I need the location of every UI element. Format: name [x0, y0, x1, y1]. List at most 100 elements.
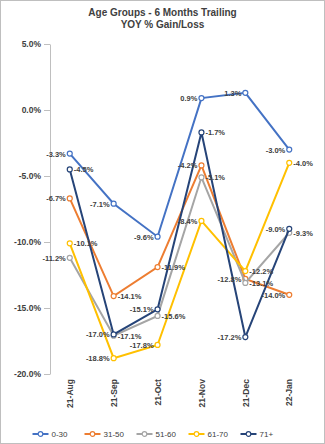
y-tick-label: 0.0% [22, 105, 42, 115]
series-marker [155, 307, 160, 312]
series-line [70, 163, 289, 358]
x-tick: 21-Sep [109, 374, 119, 407]
legend-label: 0-30 [52, 430, 69, 439]
data-label: -9.3% [293, 229, 313, 238]
series-marker [199, 96, 204, 101]
x-tick-label: 21-Oct [153, 379, 163, 406]
data-label: 0.9% [180, 94, 197, 103]
legend-item: 0-30 [33, 430, 69, 439]
series-marker [67, 196, 72, 201]
x-tick: 21-Nov [197, 374, 207, 407]
data-label: -1.7% [205, 128, 225, 137]
data-label: -6.7% [46, 194, 66, 203]
series-marker [155, 342, 160, 347]
data-label: -5.1% [205, 173, 225, 182]
y-tick-label: -15.0% [14, 303, 41, 313]
series-marker [111, 356, 116, 361]
legend: 0-30 31-50 51-60 61-70 71+ [33, 430, 274, 439]
data-label: -12.8% [218, 275, 242, 284]
y-axis: 5.0%0.0%-5.0%-10.0%-15.0%-20.0% [14, 39, 50, 379]
legend-item: 61-70 [189, 430, 229, 439]
chart-frame [1, 1, 325, 444]
data-label: -17.0% [86, 330, 110, 339]
series-marker [199, 218, 204, 223]
data-label: -10.1% [74, 239, 98, 248]
legend-marker [194, 432, 199, 437]
y-tick-mark [44, 374, 50, 375]
legend-label: 31-50 [104, 430, 125, 439]
series-marker [243, 269, 248, 274]
y-tick-label: -10.0% [14, 237, 41, 247]
legend-label: 51-60 [156, 430, 177, 439]
series-marker [111, 332, 116, 337]
series-line [70, 165, 289, 296]
plot: 5.0%0.0%-5.0%-10.0%-15.0%-20.0%21-Aug21-… [14, 39, 313, 408]
data-label: -14.0% [261, 291, 285, 300]
y-tick-mark [44, 110, 50, 111]
legend-item: 31-50 [85, 430, 125, 439]
series-marker [155, 265, 160, 270]
data-label: -8.4% [178, 217, 198, 226]
x-tick-label: 21-Dec [241, 379, 251, 407]
data-label: -11.9% [162, 263, 186, 272]
series-marker [199, 175, 204, 180]
y-tick-mark [44, 44, 50, 45]
series-marker [243, 280, 248, 285]
data-label: -4.5% [74, 165, 94, 174]
data-label: -4.2% [178, 161, 198, 170]
data-label: -9.6% [134, 233, 154, 242]
x-tick-label: 21-Sep [109, 379, 119, 407]
x-axis: 21-Aug 21-Sep 21-Oct 21-Nov 21-Dec 22-Jan [65, 374, 294, 408]
y-tick-label: 5.0% [22, 39, 42, 49]
y-tick: -10.0% [14, 237, 50, 247]
x-tick: 21-Oct [153, 374, 163, 406]
series-marker [287, 226, 292, 231]
legend-marker [142, 432, 147, 437]
data-label: -3.3% [46, 150, 66, 159]
series-marker [67, 241, 72, 246]
data-labels: -3.3% -6.7% -11.2% -4.5% -10.1% -7.1% -17.0% -1… [42, 89, 313, 363]
data-label: -15.1% [130, 305, 154, 314]
y-tick-mark [44, 242, 50, 243]
data-label: -7.1% [90, 200, 110, 209]
series-marker [67, 151, 72, 156]
legend-marker [90, 432, 95, 437]
data-label: -4.0% [293, 159, 313, 168]
y-tick: -15.0% [14, 303, 50, 313]
y-tick: -20.0% [14, 369, 50, 379]
y-tick: 0.0% [22, 105, 50, 115]
data-label: -11.2% [42, 254, 66, 263]
series-marker [155, 313, 160, 318]
y-tick: 5.0% [22, 39, 50, 49]
series-marker [287, 147, 292, 152]
series-marker [199, 163, 204, 168]
data-label: -15.6% [162, 312, 186, 321]
legend-marker [38, 432, 43, 437]
data-label: -17.8% [130, 341, 154, 350]
series-marker [111, 201, 116, 206]
x-tick: 22-Jan [284, 374, 294, 406]
series-marker [67, 255, 72, 260]
data-label: -17.1% [118, 332, 142, 341]
x-tick: 21-Aug [65, 374, 75, 408]
x-tick-label: 21-Aug [65, 379, 75, 408]
data-label: 1.3% [224, 89, 241, 98]
data-label: -17.2% [218, 333, 242, 342]
data-label: -12.2% [249, 267, 273, 276]
series-marker [287, 160, 292, 165]
legend-marker [246, 432, 251, 437]
y-axis-line [50, 45, 51, 375]
legend-label: 61-70 [208, 430, 229, 439]
y-tick-label: -20.0% [14, 369, 41, 379]
x-tick-label: 21-Nov [197, 379, 207, 408]
data-label: -9.0% [266, 225, 286, 234]
series-marker [155, 234, 160, 239]
data-label: -3.0% [266, 146, 286, 155]
legend-item: 71+ [241, 430, 274, 439]
data-label: -13.1% [249, 279, 273, 288]
y-tick-mark [44, 308, 50, 309]
series-marker [243, 335, 248, 340]
series-marker [287, 292, 292, 297]
chart-container: Age Groups - 6 Months TrailingYOY % Gain… [0, 0, 325, 444]
series-marker [243, 90, 248, 95]
